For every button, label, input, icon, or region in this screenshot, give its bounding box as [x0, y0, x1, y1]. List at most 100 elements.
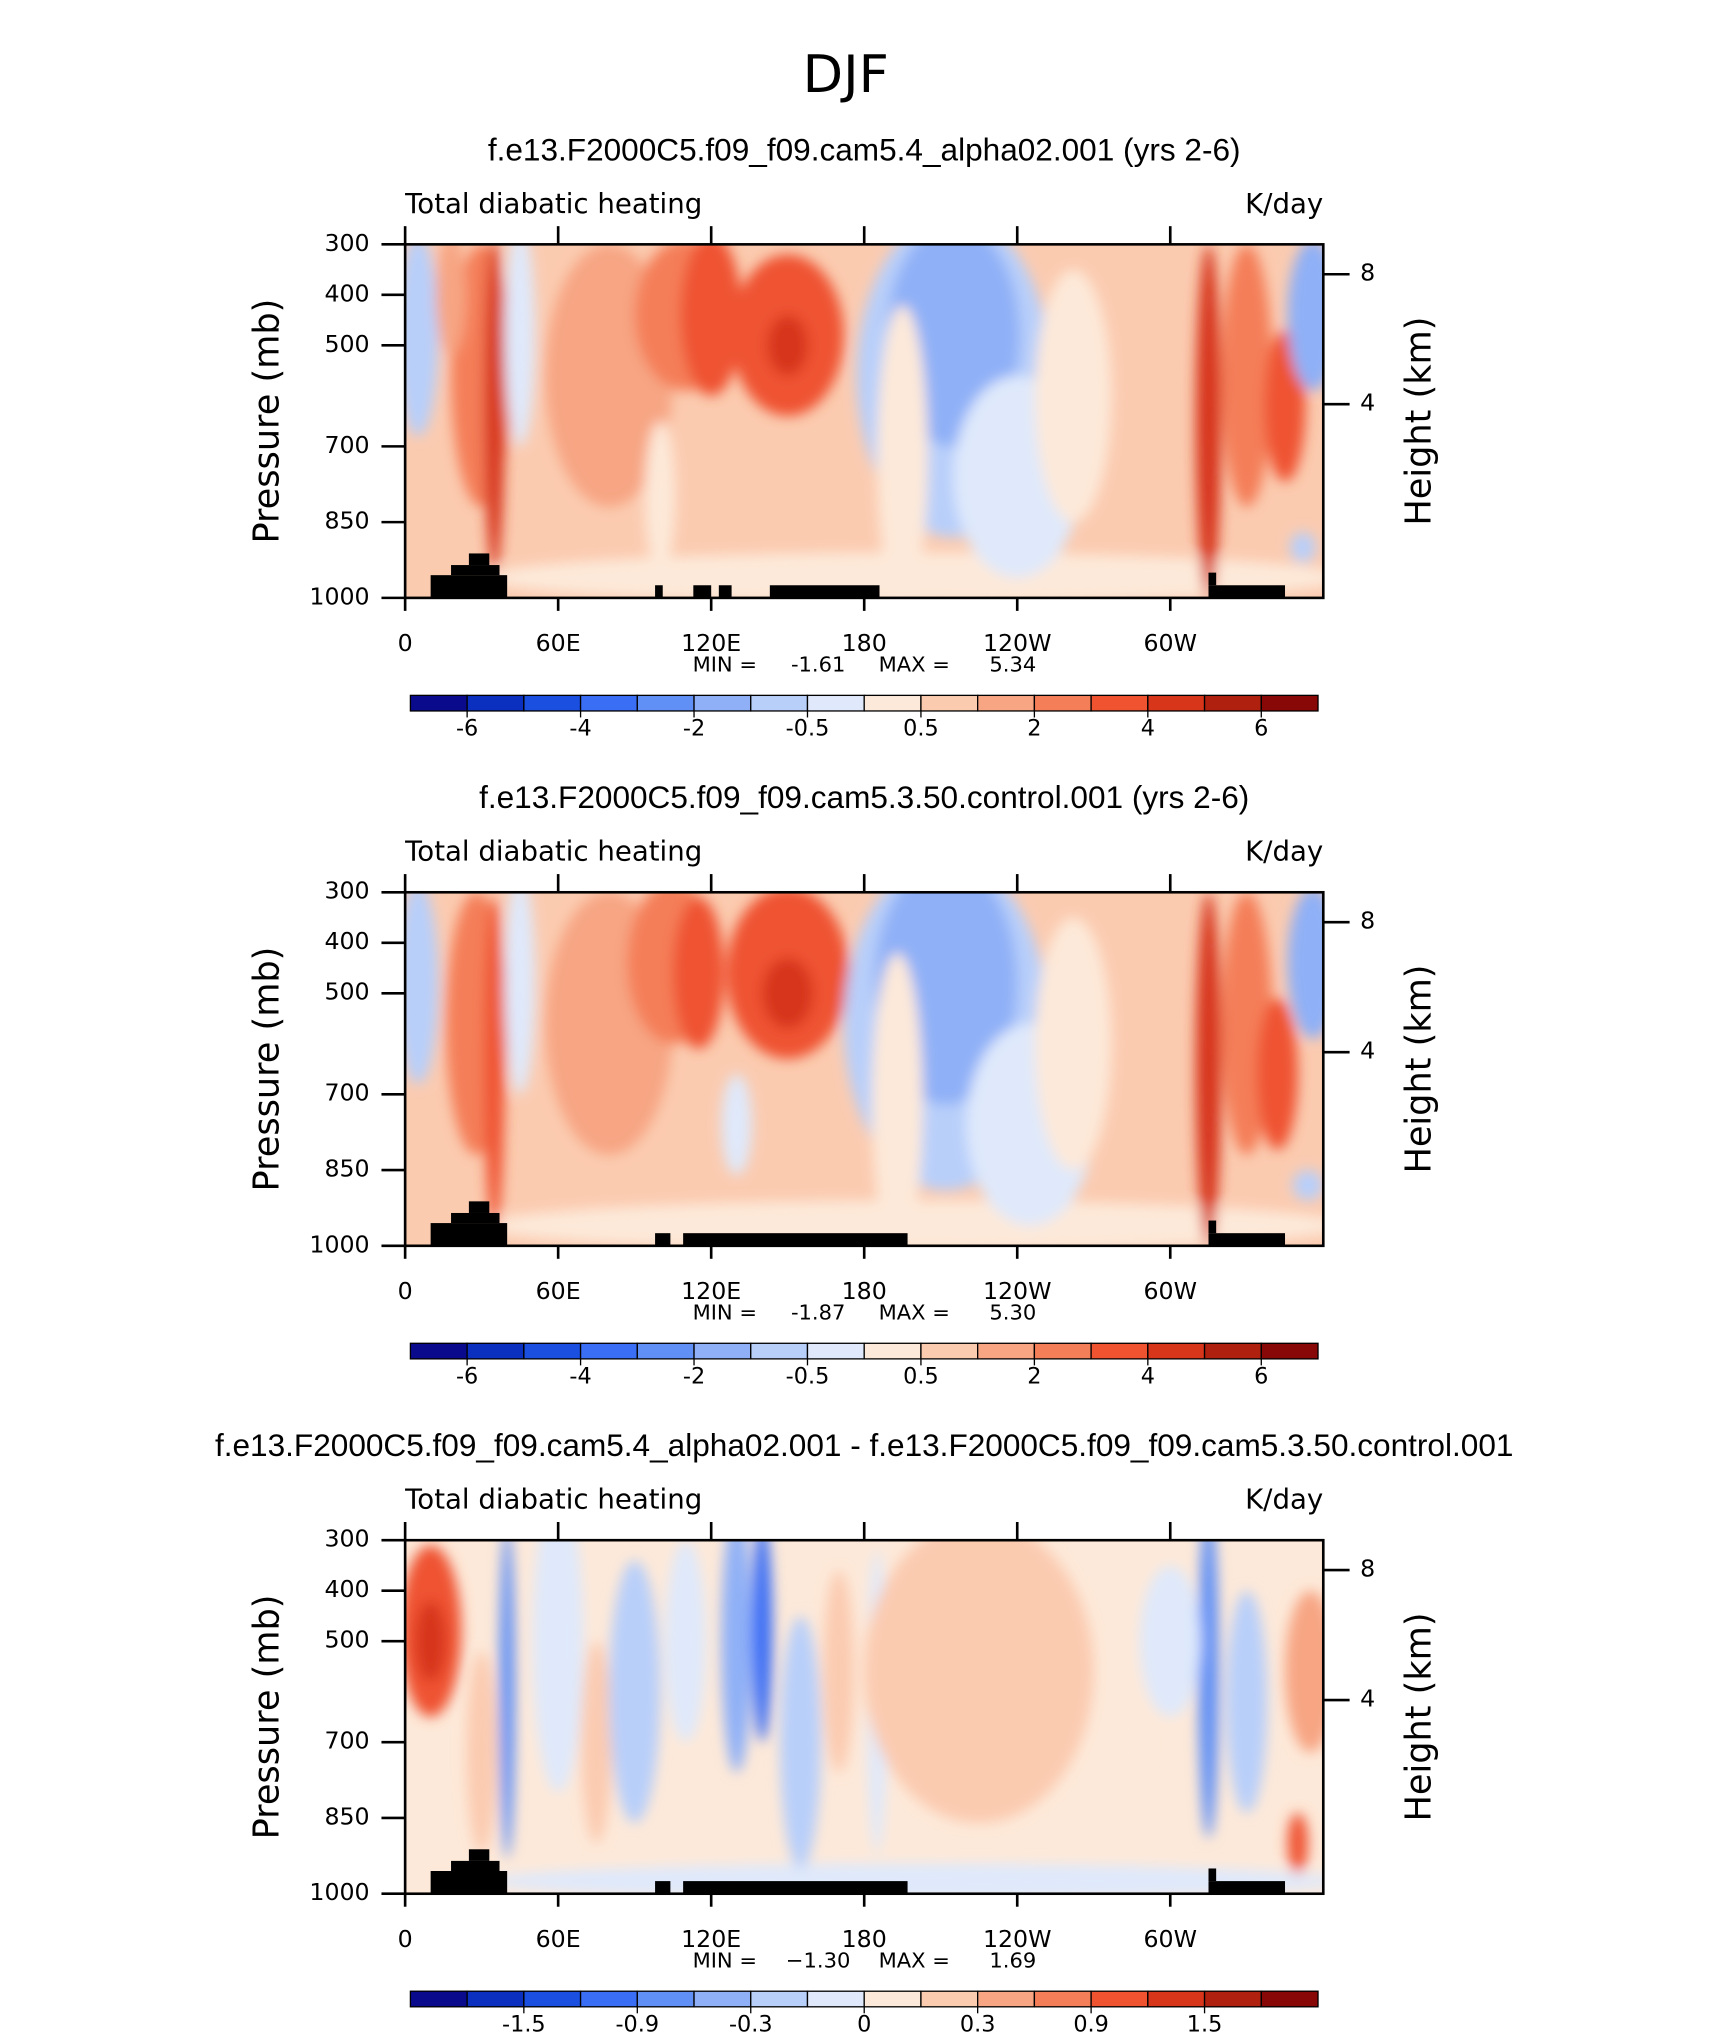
min-value: -1.61 — [791, 653, 845, 677]
contour-region — [864, 1540, 1094, 1823]
colorbar-box — [750, 1990, 809, 2008]
min-label: MIN = — [693, 653, 757, 677]
contour-region — [466, 1651, 497, 1854]
colorbar-box — [1090, 694, 1149, 712]
colorbar-box — [1203, 694, 1262, 712]
contour-region — [762, 957, 814, 1029]
min-value: -1.87 — [791, 1300, 845, 1324]
colorbar-box — [1260, 1342, 1319, 1360]
topography — [769, 585, 880, 598]
colorbar-box — [1147, 1990, 1206, 2008]
x-tick-label: 60W — [1144, 1925, 1198, 1953]
colorbar-label: -2 — [683, 1364, 705, 1390]
colorbar-box — [806, 1990, 865, 2008]
x-tick-label: 120E — [681, 629, 741, 657]
colorbar-box — [920, 1342, 979, 1360]
contour-region — [1035, 917, 1112, 1171]
y2-tick-label: 4 — [1360, 389, 1375, 417]
left-string: Total diabatic heating — [404, 189, 702, 220]
min-label: MIN = — [693, 1300, 757, 1324]
y-axis-label: Pressure (mb) — [246, 1595, 287, 1840]
colorbar-box — [920, 694, 979, 712]
colorbar-box — [523, 1990, 582, 2008]
y-tick-label: 700 — [324, 1727, 369, 1755]
colorbar-label: 0 — [857, 2012, 871, 2038]
y-tick-label: 400 — [324, 927, 369, 955]
y-tick-label: 850 — [324, 1803, 369, 1831]
x-tick-label: 0 — [398, 1277, 413, 1305]
contour-region — [1226, 1590, 1268, 1813]
y2-axis-label: Height (km) — [1398, 317, 1439, 526]
max-value: 5.34 — [989, 653, 1036, 677]
contour-region — [499, 1540, 515, 1859]
colorbar-box — [1033, 1990, 1092, 2008]
colorbar-box — [977, 694, 1036, 712]
colorbar-box — [750, 1342, 809, 1360]
contour-region — [532, 1540, 584, 1793]
panel: f.e13.F2000C5.f09_f09.cam5.4_alpha02.001… — [246, 132, 1440, 741]
contour-region — [1093, 1641, 1145, 1844]
contour-region — [767, 315, 809, 376]
y-tick-label: 500 — [324, 978, 369, 1006]
y-tick-label: 500 — [324, 1626, 369, 1654]
colorbar-box — [579, 1342, 638, 1360]
y-tick-label: 500 — [324, 330, 369, 358]
x-tick-label: 180 — [842, 1277, 887, 1305]
y-axis-label: Pressure (mb) — [246, 299, 287, 544]
colorbar-label: 4 — [1141, 1364, 1155, 1390]
x-tick-label: 0 — [398, 1925, 413, 1953]
topography — [1208, 1881, 1286, 1894]
contour-region — [1285, 1590, 1324, 1753]
y-tick-label: 400 — [324, 279, 369, 307]
y-tick-label: 850 — [324, 1155, 369, 1183]
colorbar-box — [1090, 1990, 1149, 2008]
contour-field — [405, 1540, 1324, 1894]
contour-region — [876, 305, 928, 598]
x-tick-label: 60E — [536, 1925, 581, 1953]
field-shapes — [405, 1540, 1324, 1894]
colorbar-label: 0.5 — [903, 1364, 939, 1390]
y-tick-label: 1000 — [309, 1230, 369, 1258]
contour-region — [1035, 269, 1112, 523]
colorbar-box — [977, 1990, 1036, 2008]
colorbar-label: -0.3 — [729, 2012, 773, 2038]
x-tick-label: 60E — [536, 1277, 581, 1305]
contour-region — [405, 244, 439, 437]
contour-region — [1256, 998, 1298, 1150]
colorbar-box — [693, 694, 752, 712]
colorbar-box — [466, 694, 525, 712]
colorbar-label: 0.3 — [960, 2012, 996, 2038]
topography — [430, 1871, 508, 1894]
colorbar-box — [693, 1342, 752, 1360]
topography — [1208, 1233, 1286, 1246]
contour-region — [823, 1570, 855, 1773]
x-tick-label: 60W — [1144, 629, 1198, 657]
contour-region — [1287, 892, 1324, 1039]
y2-tick-label: 8 — [1360, 259, 1375, 287]
left-string: Total diabatic heating — [404, 1485, 702, 1516]
contour-region — [405, 892, 439, 1085]
colorbar-box — [1147, 694, 1206, 712]
x-tick-label: 180 — [842, 1925, 887, 1953]
topography — [468, 553, 490, 566]
y2-tick-label: 8 — [1360, 1555, 1375, 1583]
y2-tick-label: 8 — [1360, 907, 1375, 935]
topography — [1208, 572, 1217, 586]
topography — [451, 1860, 500, 1872]
contour-region — [665, 1540, 707, 1743]
colorbar-box — [523, 1342, 582, 1360]
y-tick-label: 400 — [324, 1575, 369, 1603]
contour-region — [751, 1540, 773, 1743]
y-tick-label: 700 — [324, 1079, 369, 1107]
colorbar-label: -6 — [456, 1364, 478, 1390]
contour-region — [780, 1615, 821, 1869]
contour-region — [1292, 1170, 1324, 1201]
contour-region — [1198, 1540, 1219, 1839]
x-tick-label: 120W — [983, 629, 1052, 657]
colorbar-label: -0.5 — [786, 1364, 830, 1390]
colorbar-label: 4 — [1141, 716, 1155, 742]
x-tick-label: 60W — [1144, 1277, 1198, 1305]
max-value: 5.30 — [989, 1300, 1036, 1324]
contour-region — [1287, 1812, 1308, 1874]
colorbar-box — [636, 1342, 695, 1360]
